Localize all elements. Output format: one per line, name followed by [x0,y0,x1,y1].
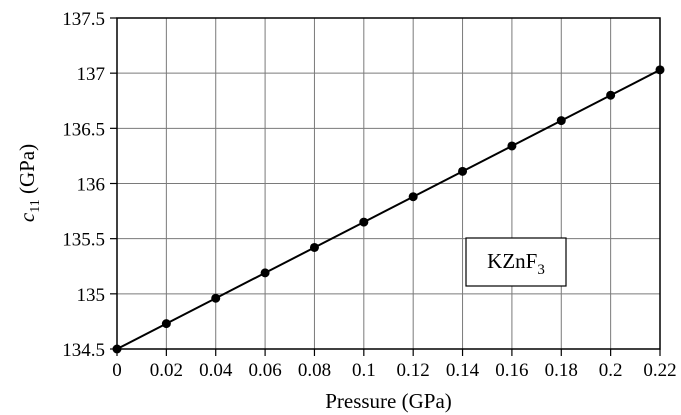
y-axis-title-sub: 11 [28,199,43,212]
y-tick-labels: 134.5 135 135.5 136 136.5 137 137.5 [62,9,105,361]
x-tick-label: 0 [112,360,122,381]
data-point [211,293,221,303]
y-tick-label: 137.5 [62,9,105,30]
data-point [655,65,665,75]
y-tick-label: 137 [77,64,106,85]
axis-ticks [110,17,661,356]
y-tick-label: 136 [77,175,106,196]
x-tick-label: 0.2 [599,360,623,381]
data-point [161,319,171,329]
data-point [556,116,566,126]
data-point [458,166,468,176]
data-point [112,344,122,354]
x-tick-label: 0.22 [643,360,676,381]
data-point [260,268,270,278]
x-tick-label: 0.16 [495,360,528,381]
y-tick-label: 134.5 [62,340,105,361]
x-tick-label: 0.1 [352,360,376,381]
data-point [309,242,319,252]
annotation-sub: 3 [537,262,545,278]
x-tick-labels: 0 0.02 0.04 0.06 0.08 0.1 0.12 0.14 0.16 0.18 0.2 0… [112,360,676,381]
y-axis-title-unit: (GPa) [15,144,39,199]
x-tick-label: 0.04 [199,360,233,381]
series-line [116,68,661,350]
data-point [507,141,517,151]
y-tick-label: 135.5 [62,230,105,251]
data-point [606,90,616,100]
x-tick-label: 0.02 [150,360,183,381]
data-point [359,217,369,227]
y-axis-title: c11 (GPa) [15,144,43,222]
annotation-frame [465,237,567,287]
y-tick-label: 136.5 [62,119,105,140]
annotation-box: KZnF3 [465,237,567,287]
annotation-label: KZnF3 [487,249,545,278]
x-tick-label: 0.14 [446,360,480,381]
data-point [408,192,418,202]
x-tick-label: 0.08 [298,360,331,381]
y-axis-title-main: c [15,212,39,222]
x-tick-label: 0.12 [397,360,430,381]
x-axis-title: Pressure (GPa) [325,389,452,413]
x-tick-label: 0.06 [248,360,281,381]
y-tick-label: 135 [77,285,106,306]
x-tick-label: 0.18 [545,360,578,381]
annotation-main: KZnF [487,249,537,273]
series [112,65,665,354]
